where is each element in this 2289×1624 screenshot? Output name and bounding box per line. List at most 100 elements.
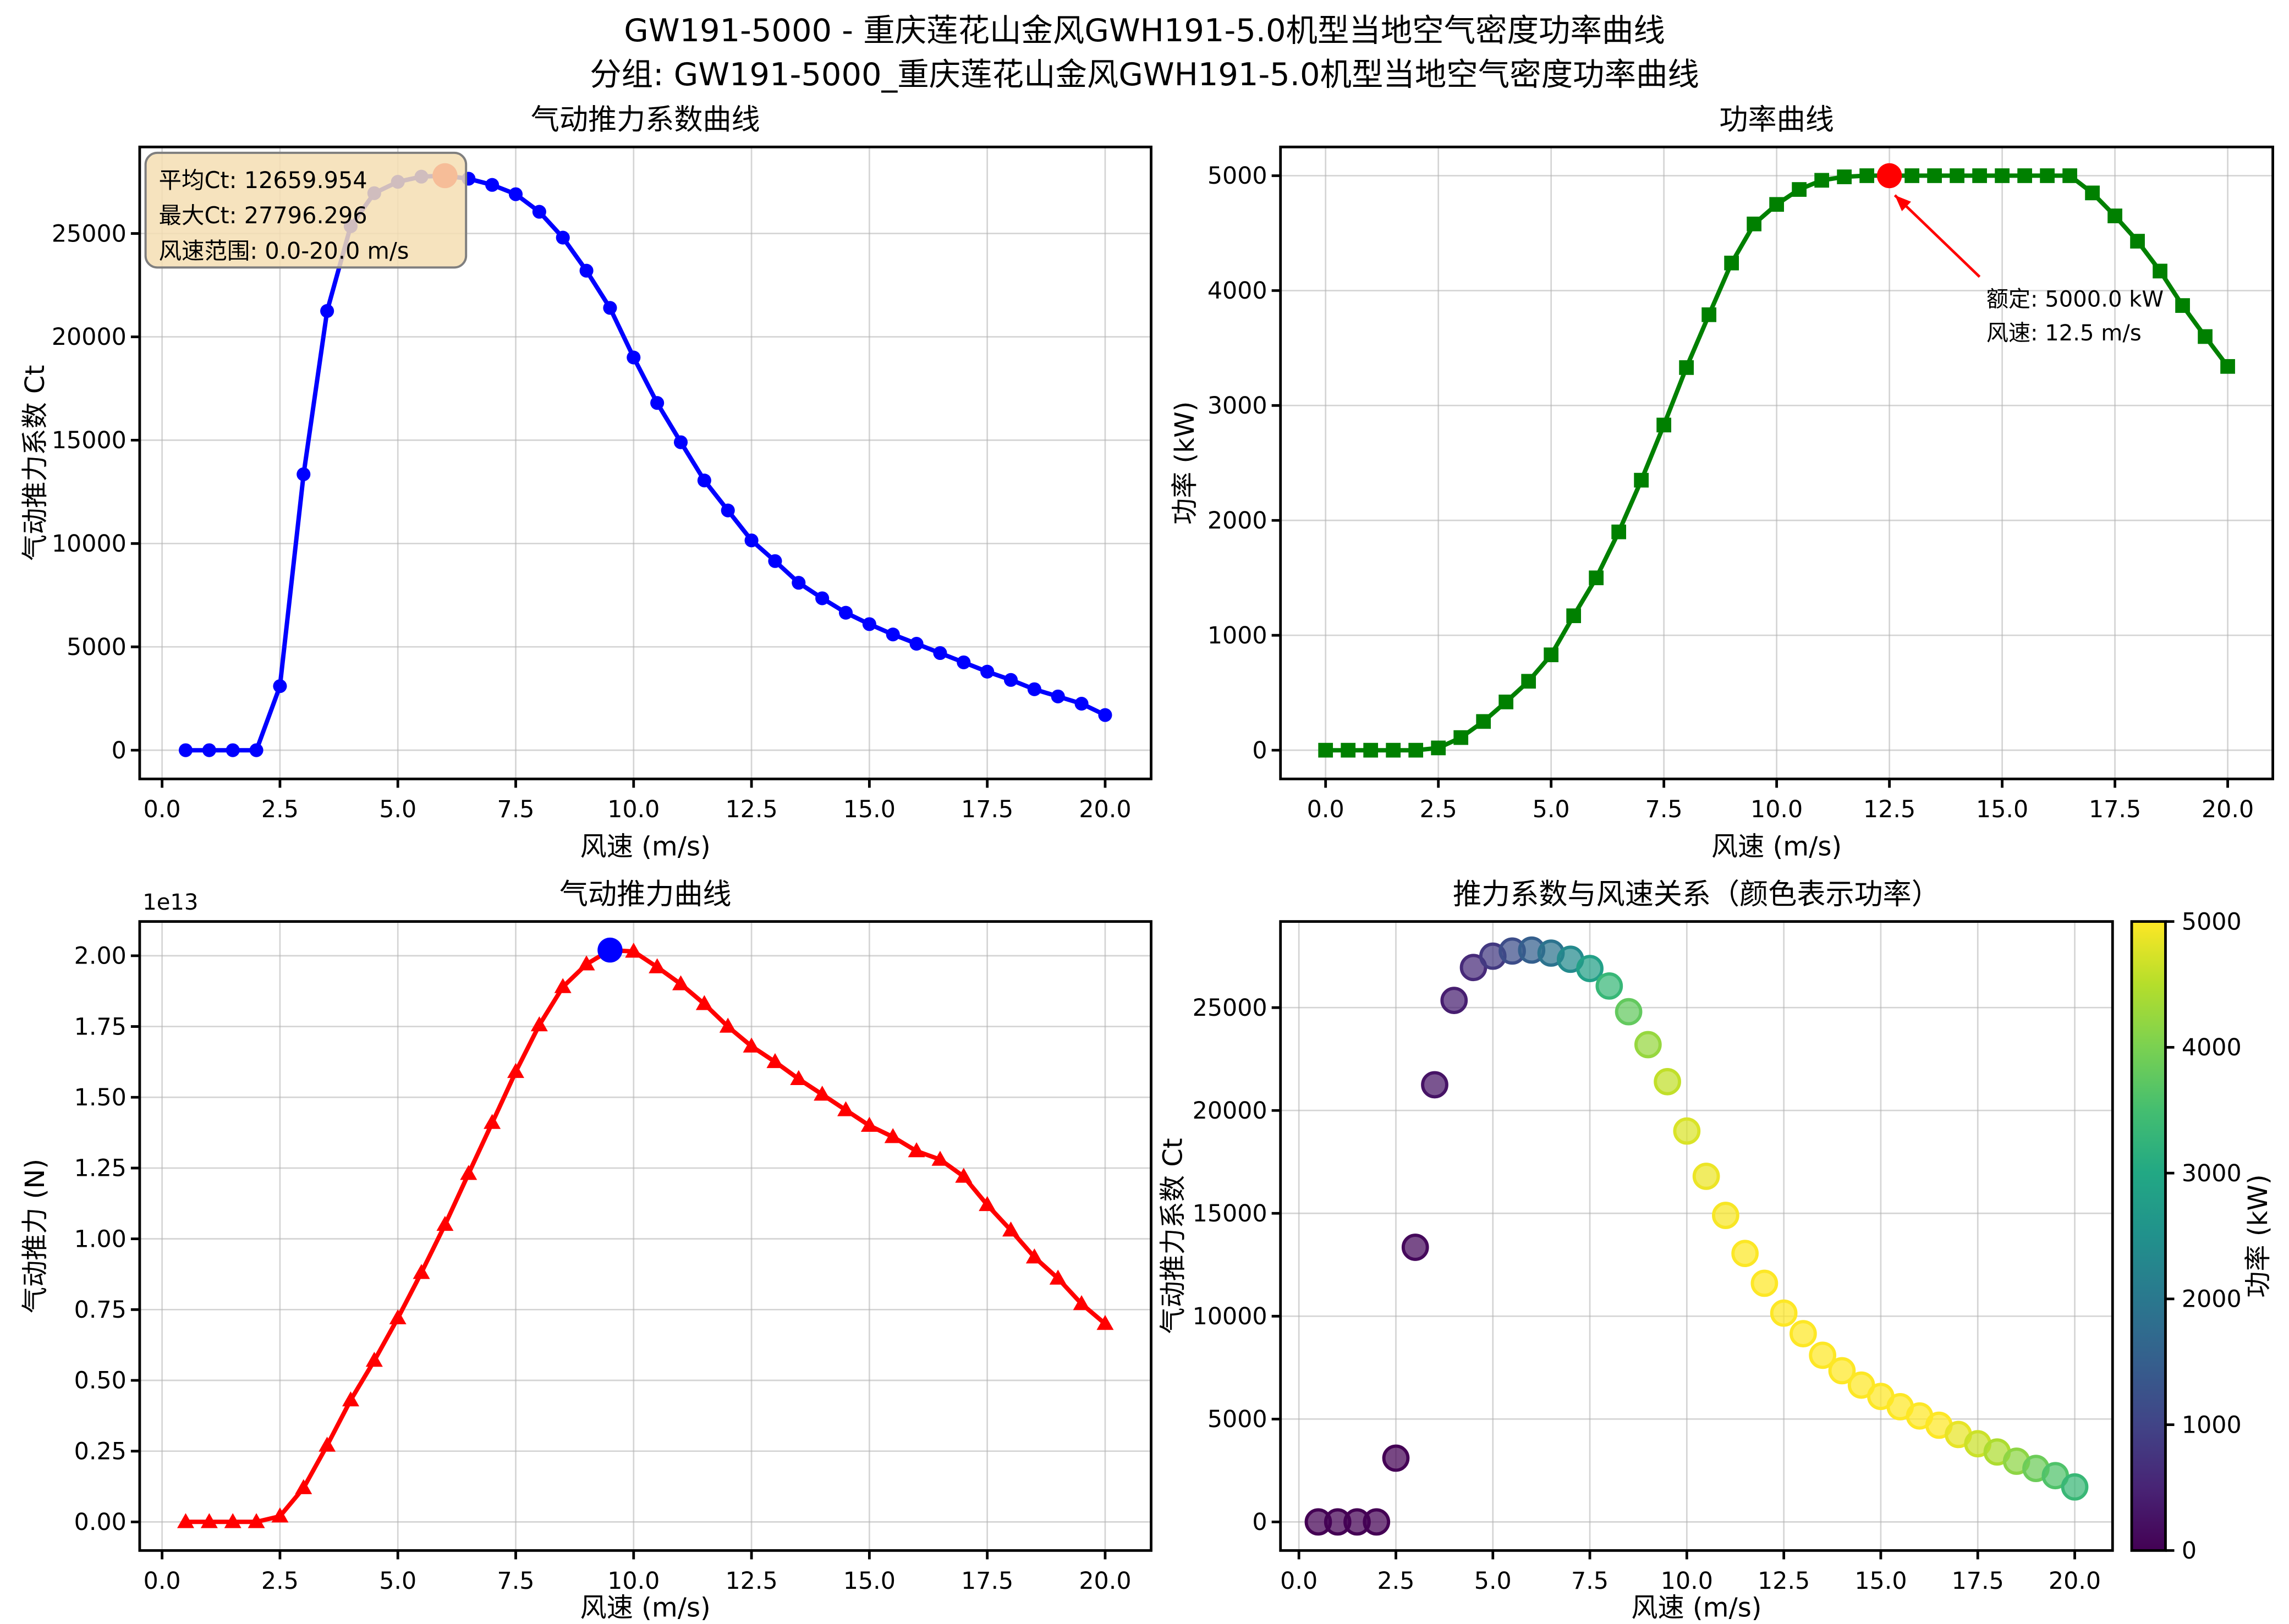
y-tick-label: 1000 [1207,622,1267,649]
scatter-point [1712,1202,1739,1229]
scatter-point [2061,1473,2089,1501]
data-point [721,503,735,518]
data-point [790,1070,808,1086]
data-point [1073,1295,1090,1311]
data-point [226,743,240,757]
x-tick-label: 20.0 [1079,796,1131,823]
data-point [980,664,995,679]
data-point [673,435,688,449]
axis-offset-text: 1e13 [142,890,198,915]
data-point [1972,168,1987,183]
data-point [1837,169,1852,184]
x-tick-label: 2.5 [1420,796,1457,823]
data-point [649,958,666,973]
data-point [202,743,216,757]
data-point [719,1017,737,1033]
x-tick-label: 12.5 [725,796,777,823]
data-point [1656,417,1672,433]
data-point [2153,263,2167,279]
data-point [860,1116,878,1132]
annotation-arrowhead [1895,195,1911,212]
x-tick-label: 20.0 [2049,1567,2101,1595]
data-point [1769,197,1784,212]
axes-frame [138,145,1152,780]
x-tick-label: 0.0 [144,1567,181,1595]
thrust-curve-highlight-point [597,937,623,963]
x-tick-label: 7.5 [1645,796,1683,823]
data-point [650,396,665,410]
subplot-title: 气动推力曲线 [559,878,732,911]
data-point [955,1168,973,1183]
x-tick-label: 5.0 [379,1567,416,1595]
x-tick-label: 17.5 [2089,796,2141,823]
data-point [2107,208,2122,223]
data-point [1521,674,1536,689]
x-tick-label: 7.5 [1571,1567,1609,1595]
power-curve-subplot: 0.0 2.5 5.0 7.5 10.0 12.5 15.0 17.5 20.0 0 1000 200… [1170,103,2274,862]
x-tick-label: 15.0 [1854,1567,1907,1595]
data-point [248,1513,265,1528]
x-tick-label: 2.5 [261,796,299,823]
y-axis-label: 气动推力系数 Ct [1158,1138,1189,1334]
data-point [1589,570,1604,586]
data-point [909,637,924,651]
x-tick-label: 5.0 [379,796,416,823]
data-point [1814,173,1829,188]
grid [139,921,1151,1551]
data-point [957,655,971,669]
data-point [1927,168,1942,183]
y-tick-label: 1.75 [74,1013,127,1041]
scatter-point [1382,1444,1410,1472]
data-point [744,533,759,548]
data-point [1544,647,1559,663]
scatter-point [1401,1234,1429,1261]
y-tick-label: 10000 [52,530,127,558]
data-point [297,467,311,481]
data-point [1792,182,1807,197]
x-tick-label: 10.0 [607,1567,660,1595]
data-point [743,1037,760,1053]
x-tick-label: 20.0 [1079,1567,1131,1595]
figure-title-line1: GW191-5000 - 重庆莲花山金风GWH191-5.0机型当地空气密度功率… [624,12,1665,49]
data-point [295,1479,312,1494]
x-tick-label: 17.5 [1952,1567,2004,1595]
data-point [319,1436,336,1452]
data-point [1341,742,1356,758]
grid [1280,147,2273,779]
figure-title-line2: 分组: GW191-5000_重庆莲花山金风GWH191-5.0机型当地空气密度… [590,56,1699,93]
data-point [2085,185,2100,201]
x-tick-label: 0.0 [144,796,181,823]
y-tick-label: 10000 [1193,1303,1267,1330]
x-tick-label: 20.0 [2202,796,2254,823]
data-point [200,1513,218,1528]
data-point [508,187,523,201]
power-curve-highlight-point [1876,163,1902,189]
data-point [413,1264,430,1279]
data-point [578,955,595,971]
data-point [556,230,570,245]
thrust-curve-subplot: 0.0 2.5 5.0 7.5 10.0 12.5 15.0 17.5 20.0 0.00 0.25… [20,878,1152,1623]
scatter-point [1615,998,1643,1026]
plots-group: 0.0 2.5 5.0 7.5 10.0 12.5 15.0 17.5 20.0 0 5000 100… [20,103,2274,1623]
colorbar-label: 功率 (kW) [2243,1174,2274,1297]
y-tick-label: 2000 [1207,507,1267,535]
data-point [2062,168,2077,183]
x-axis-label: 风速 (m/s) [580,1593,711,1623]
x-tick-label: 12.5 [1758,1567,1810,1595]
data-point [672,975,690,990]
data-point [884,1128,902,1143]
data-point [2198,329,2213,344]
x-axis-label: 风速 (m/s) [580,831,711,862]
subplot-title: 气动推力系数曲线 [531,103,760,136]
scatter-point [1809,1341,1837,1369]
data-point [342,1391,359,1407]
data-point [933,646,947,660]
y-tick-label: 0 [1252,737,1267,764]
ct-curve-subplot: 0.0 2.5 5.0 7.5 10.0 12.5 15.0 17.5 20.0 0 5000 100… [20,103,1152,862]
data-point [1498,695,1514,709]
thrust-curve-line [183,948,1107,1524]
data-point [2017,168,2032,183]
scatter-point [1731,1240,1759,1268]
ct-wind-scatter-points [1304,936,2089,1536]
x-axis-label: 风速 (m/s) [1711,831,1842,862]
